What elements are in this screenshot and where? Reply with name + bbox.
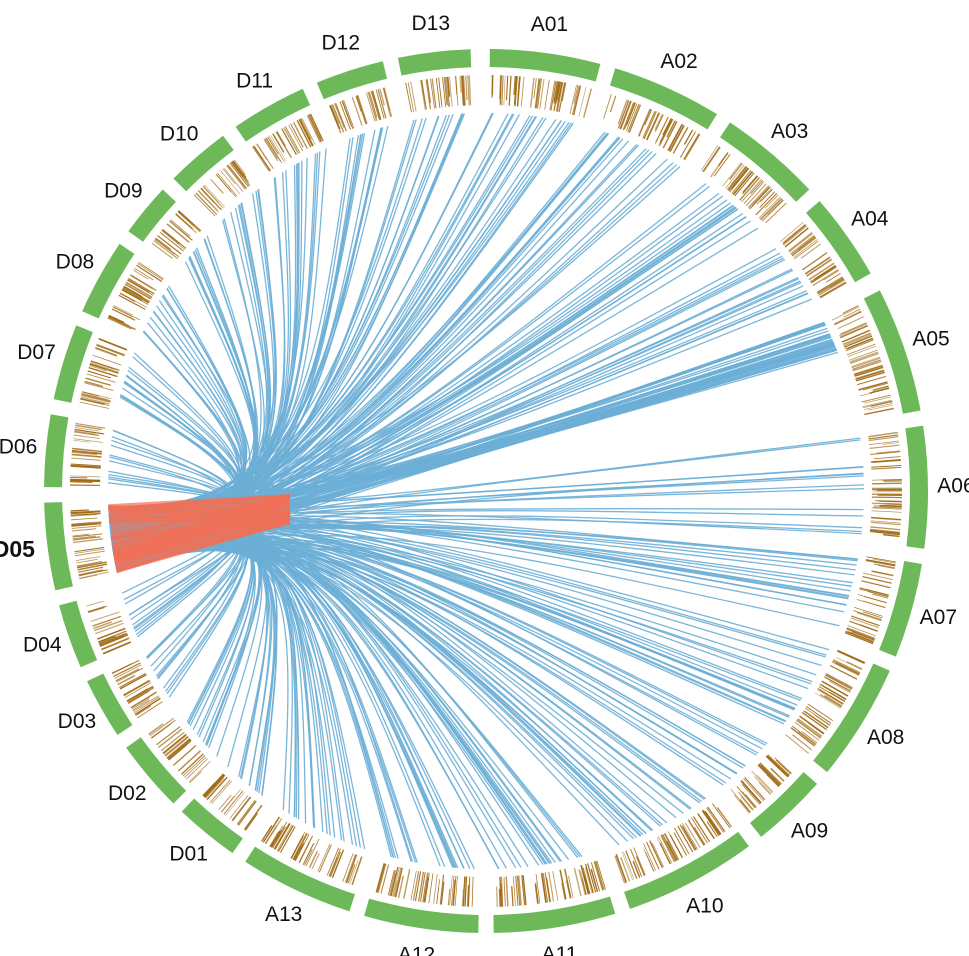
gene-density-a05 (832, 305, 894, 416)
gene-density-a13 (261, 816, 363, 886)
chromosome-labels: A01 A02 A03 A04 A05 A06 A07 A08 A09 A10 A11 A12 A13 D… (0, 12, 969, 956)
chromosome-band-track (44, 49, 929, 933)
chromosome-band-a03 (720, 122, 810, 202)
gene-density-a02 (603, 94, 701, 161)
chromosome-band-a05 (863, 290, 921, 414)
chromosome-band-a07 (879, 560, 922, 657)
chromosome-label-a04: A04 (851, 207, 889, 230)
gene-density-d07 (79, 338, 128, 409)
gene-density-a06 (868, 431, 903, 538)
chromosome-label-a07: A07 (920, 606, 957, 629)
chromosome-label-d11: D11 (236, 69, 273, 92)
chromosome-label-d05: D05 (0, 536, 35, 562)
highlight-block-links (108, 493, 291, 574)
chromosome-band-d06 (44, 414, 69, 488)
chromosome-band-d10 (173, 135, 234, 192)
chromosome-band-a08 (813, 663, 890, 773)
chromosome-band-a09 (749, 771, 818, 837)
chromosome-label-d01: D01 (169, 843, 208, 866)
chromosome-label-d02: D02 (108, 782, 147, 805)
chromosome-band-d07 (53, 325, 93, 403)
gene-density-d08 (107, 262, 164, 331)
chromosome-band-d01 (181, 798, 243, 854)
chromosome-band-d11 (235, 88, 311, 142)
gene-density-a07 (844, 556, 896, 645)
gene-density-d05 (70, 509, 109, 580)
gene-density-a09 (730, 754, 792, 814)
gene-density-a08 (785, 649, 866, 754)
gene-density-d10 (193, 159, 251, 217)
chromosome-label-a01: A01 (531, 13, 568, 36)
chromosome-band-d02 (126, 737, 187, 804)
chromosome-label-d04: D04 (23, 633, 62, 656)
chromosome-band-d04 (59, 600, 98, 668)
gene-density-d13 (405, 75, 472, 113)
chromosome-band-a04 (806, 201, 871, 283)
chromosome-band-a10 (624, 831, 749, 909)
chromosome-label-a11: A11 (542, 943, 578, 956)
gene-density-a03 (700, 145, 787, 224)
gene-density-d09 (151, 210, 202, 260)
chromosome-band-a11 (493, 896, 616, 933)
gene-density-d02 (148, 717, 211, 784)
chromosome-band-d08 (82, 243, 135, 319)
gene-density-a11 (496, 860, 606, 907)
gene-density-d12 (329, 87, 393, 134)
gene-density-a10 (614, 803, 733, 884)
chromosome-label-a08: A08 (867, 726, 904, 749)
synteny-links (108, 112, 865, 870)
gene-density-d04 (86, 600, 132, 655)
chromosome-label-d13: D13 (411, 12, 450, 35)
chromosome-label-a13: A13 (265, 903, 302, 926)
chromosome-label-d06: D06 (0, 436, 37, 459)
highlighted-links (108, 493, 291, 574)
chromosome-band-d05 (44, 502, 73, 591)
chromosome-band-d03 (87, 673, 133, 735)
gene-density-a01 (491, 75, 592, 118)
gene-density-a12 (375, 863, 474, 907)
chromosome-label-a09: A09 (791, 819, 828, 842)
chromosome-label-a12: A12 (398, 943, 435, 956)
chromosome-label-d08: D08 (56, 251, 95, 274)
chromosome-label-a03: A03 (771, 120, 808, 143)
chromosome-band-a13 (245, 846, 355, 912)
chromosome-band-d09 (128, 189, 176, 242)
chromosome-label-d12: D12 (321, 32, 360, 55)
chromosome-label-a10: A10 (686, 894, 723, 917)
chromosome-band-a12 (364, 898, 479, 933)
gene-density-track (70, 75, 903, 907)
gene-density-d03 (111, 659, 163, 719)
chromosome-label-a02: A02 (660, 50, 697, 73)
chromosome-band-d12 (316, 61, 388, 100)
chromosome-label-a06: A06 (937, 474, 969, 497)
chromosome-label-d10: D10 (160, 122, 199, 145)
chromosome-label-d07: D07 (17, 341, 56, 364)
chromosome-label-a05: A05 (912, 327, 949, 350)
gene-density-d01 (202, 773, 263, 831)
chromosome-band-a06 (905, 425, 929, 549)
chromosome-band-a01 (489, 49, 601, 82)
chromosome-label-d03: D03 (58, 710, 97, 733)
gene-density-a04 (780, 221, 847, 299)
chromosome-label-d09: D09 (104, 180, 143, 203)
chromosome-band-a02 (609, 68, 717, 130)
chromosome-band-d13 (397, 49, 472, 76)
gene-density-d06 (70, 422, 106, 487)
gene-density-d11 (252, 113, 324, 172)
